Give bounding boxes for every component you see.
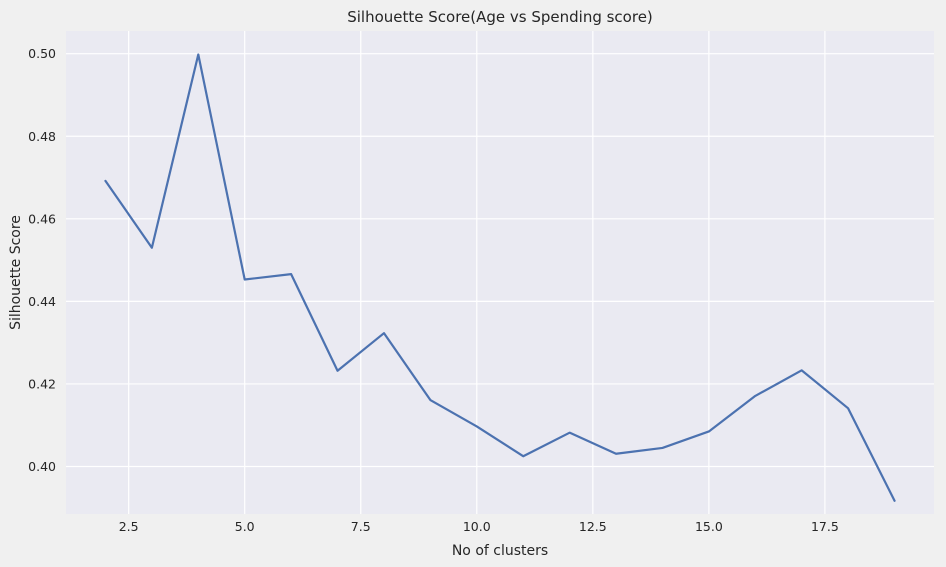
x-tick-label: 7.5 (351, 519, 371, 534)
y-tick-label: 0.42 (28, 376, 56, 391)
series-line (104, 53, 896, 502)
x-tick-label: 2.5 (119, 519, 139, 534)
y-tick-label: 0.46 (28, 211, 56, 226)
chart-title: Silhouette Score(Age vs Spending score) (347, 8, 653, 26)
x-tick-label: 12.5 (579, 519, 607, 534)
y-tick-label: 0.44 (28, 294, 56, 309)
x-axis-title: No of clusters (452, 543, 548, 559)
x-tick-label: 15.0 (695, 519, 723, 534)
y-tick-label: 0.50 (28, 46, 56, 61)
tick-labels: 2.5 5.0 7.5 10.0 12.5 15.0 17.5 0.40 0.42 0.44 0.4… (28, 46, 839, 534)
x-tick-label: 10.0 (463, 519, 491, 534)
y-tick-label: 0.48 (28, 129, 56, 144)
x-tick-label: 17.5 (811, 519, 839, 534)
y-tick-label: 0.40 (28, 459, 56, 474)
y-axis-title: Silhouette Score (8, 215, 24, 330)
grid (66, 31, 934, 514)
series-layer (104, 53, 896, 502)
x-tick-label: 5.0 (235, 519, 255, 534)
